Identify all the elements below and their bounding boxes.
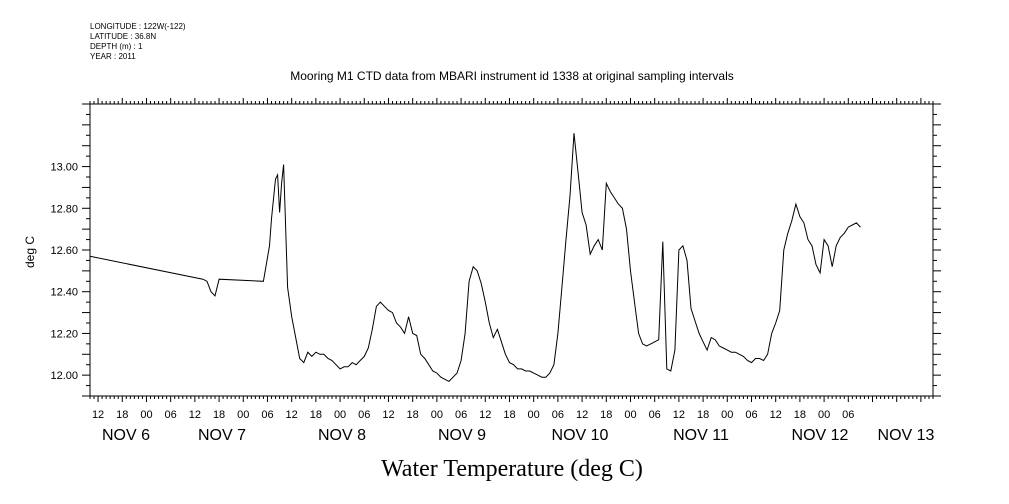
x-hour-label: 18 xyxy=(116,409,128,421)
x-day-labels: NOV 6 NOV 7 NOV 8 NOV 9 NOV 10 NOV 11 NOV 12 NO… xyxy=(102,427,935,444)
x-hour-label: 12 xyxy=(92,409,104,421)
x-hour-label: 06 xyxy=(261,409,273,421)
meta-year: YEAR : 2011 xyxy=(90,52,136,61)
x-hour-label: 18 xyxy=(600,409,612,421)
x-day-label: NOV 9 xyxy=(438,427,486,444)
y-axis-label: deg C xyxy=(23,236,37,268)
x-hour-label: 12 xyxy=(286,409,298,421)
y-tick-labels: 12.00 12.20 12.40 12.60 12.80 13.00 xyxy=(50,162,78,383)
x-hour-label: 00 xyxy=(140,409,152,421)
x-hour-label: 06 xyxy=(455,409,467,421)
series-line-water-temperature xyxy=(89,133,861,383)
tick-marks xyxy=(82,98,941,402)
y-tick-label: 12.00 xyxy=(50,370,78,382)
x-axis-label: Water Temperature (deg C) xyxy=(381,456,643,482)
y-tick-label: 12.20 xyxy=(50,328,78,340)
meta-depth: DEPTH (m) : 1 xyxy=(90,42,143,51)
chart-title: Mooring M1 CTD data from MBARI instrumen… xyxy=(290,69,734,83)
x-day-label: NOV 7 xyxy=(198,427,246,444)
x-hour-label: 06 xyxy=(745,409,757,421)
x-hour-label: 00 xyxy=(818,409,830,421)
x-hour-label: 18 xyxy=(407,409,419,421)
y-tick-label: 13.00 xyxy=(50,162,78,174)
x-hour-label: 06 xyxy=(358,409,370,421)
x-hour-label: 06 xyxy=(165,409,177,421)
y-tick-label: 12.80 xyxy=(50,203,78,215)
x-hour-label: 06 xyxy=(842,409,854,421)
y-tick-label: 12.40 xyxy=(50,287,78,299)
x-hour-label: 00 xyxy=(721,409,733,421)
x-hour-labels: 12 18 00 06 12 18 00 06 12 18 00 06 12 18 00 06 12 18 00 06… xyxy=(92,409,854,421)
x-day-label: NOV 8 xyxy=(318,427,366,444)
x-day-label: NOV 6 xyxy=(102,427,150,444)
y-tick-label: 12.60 xyxy=(50,245,78,257)
metadata-block: LONGITUDE : 122W(-122) LATITUDE : 36.8N … xyxy=(90,22,186,62)
meta-longitude: LONGITUDE : 122W(-122) xyxy=(90,22,186,31)
x-hour-label: 00 xyxy=(528,409,540,421)
x-day-label: NOV 10 xyxy=(552,427,609,444)
x-hour-label: 12 xyxy=(770,409,782,421)
x-hour-label: 18 xyxy=(310,409,322,421)
x-day-label: NOV 12 xyxy=(792,427,849,444)
x-hour-label: 00 xyxy=(431,409,443,421)
x-hour-label: 12 xyxy=(382,409,394,421)
x-hour-label: 18 xyxy=(794,409,806,421)
x-hour-label: 18 xyxy=(213,409,225,421)
x-day-label: NOV 13 xyxy=(878,427,935,444)
x-hour-label: 12 xyxy=(479,409,491,421)
x-hour-label: 12 xyxy=(189,409,201,421)
x-hour-label: 06 xyxy=(649,409,661,421)
plot-frame xyxy=(89,103,934,397)
x-hour-label: 00 xyxy=(334,409,346,421)
x-hour-label: 18 xyxy=(503,409,515,421)
x-day-label: NOV 11 xyxy=(673,427,729,444)
x-hour-label: 06 xyxy=(552,409,564,421)
x-hour-label: 00 xyxy=(624,409,636,421)
meta-latitude: LATITUDE : 36.8N xyxy=(90,32,157,41)
x-hour-label: 12 xyxy=(673,409,685,421)
x-hour-label: 00 xyxy=(237,409,249,421)
x-hour-label: 18 xyxy=(697,409,709,421)
x-hour-label: 12 xyxy=(576,409,588,421)
